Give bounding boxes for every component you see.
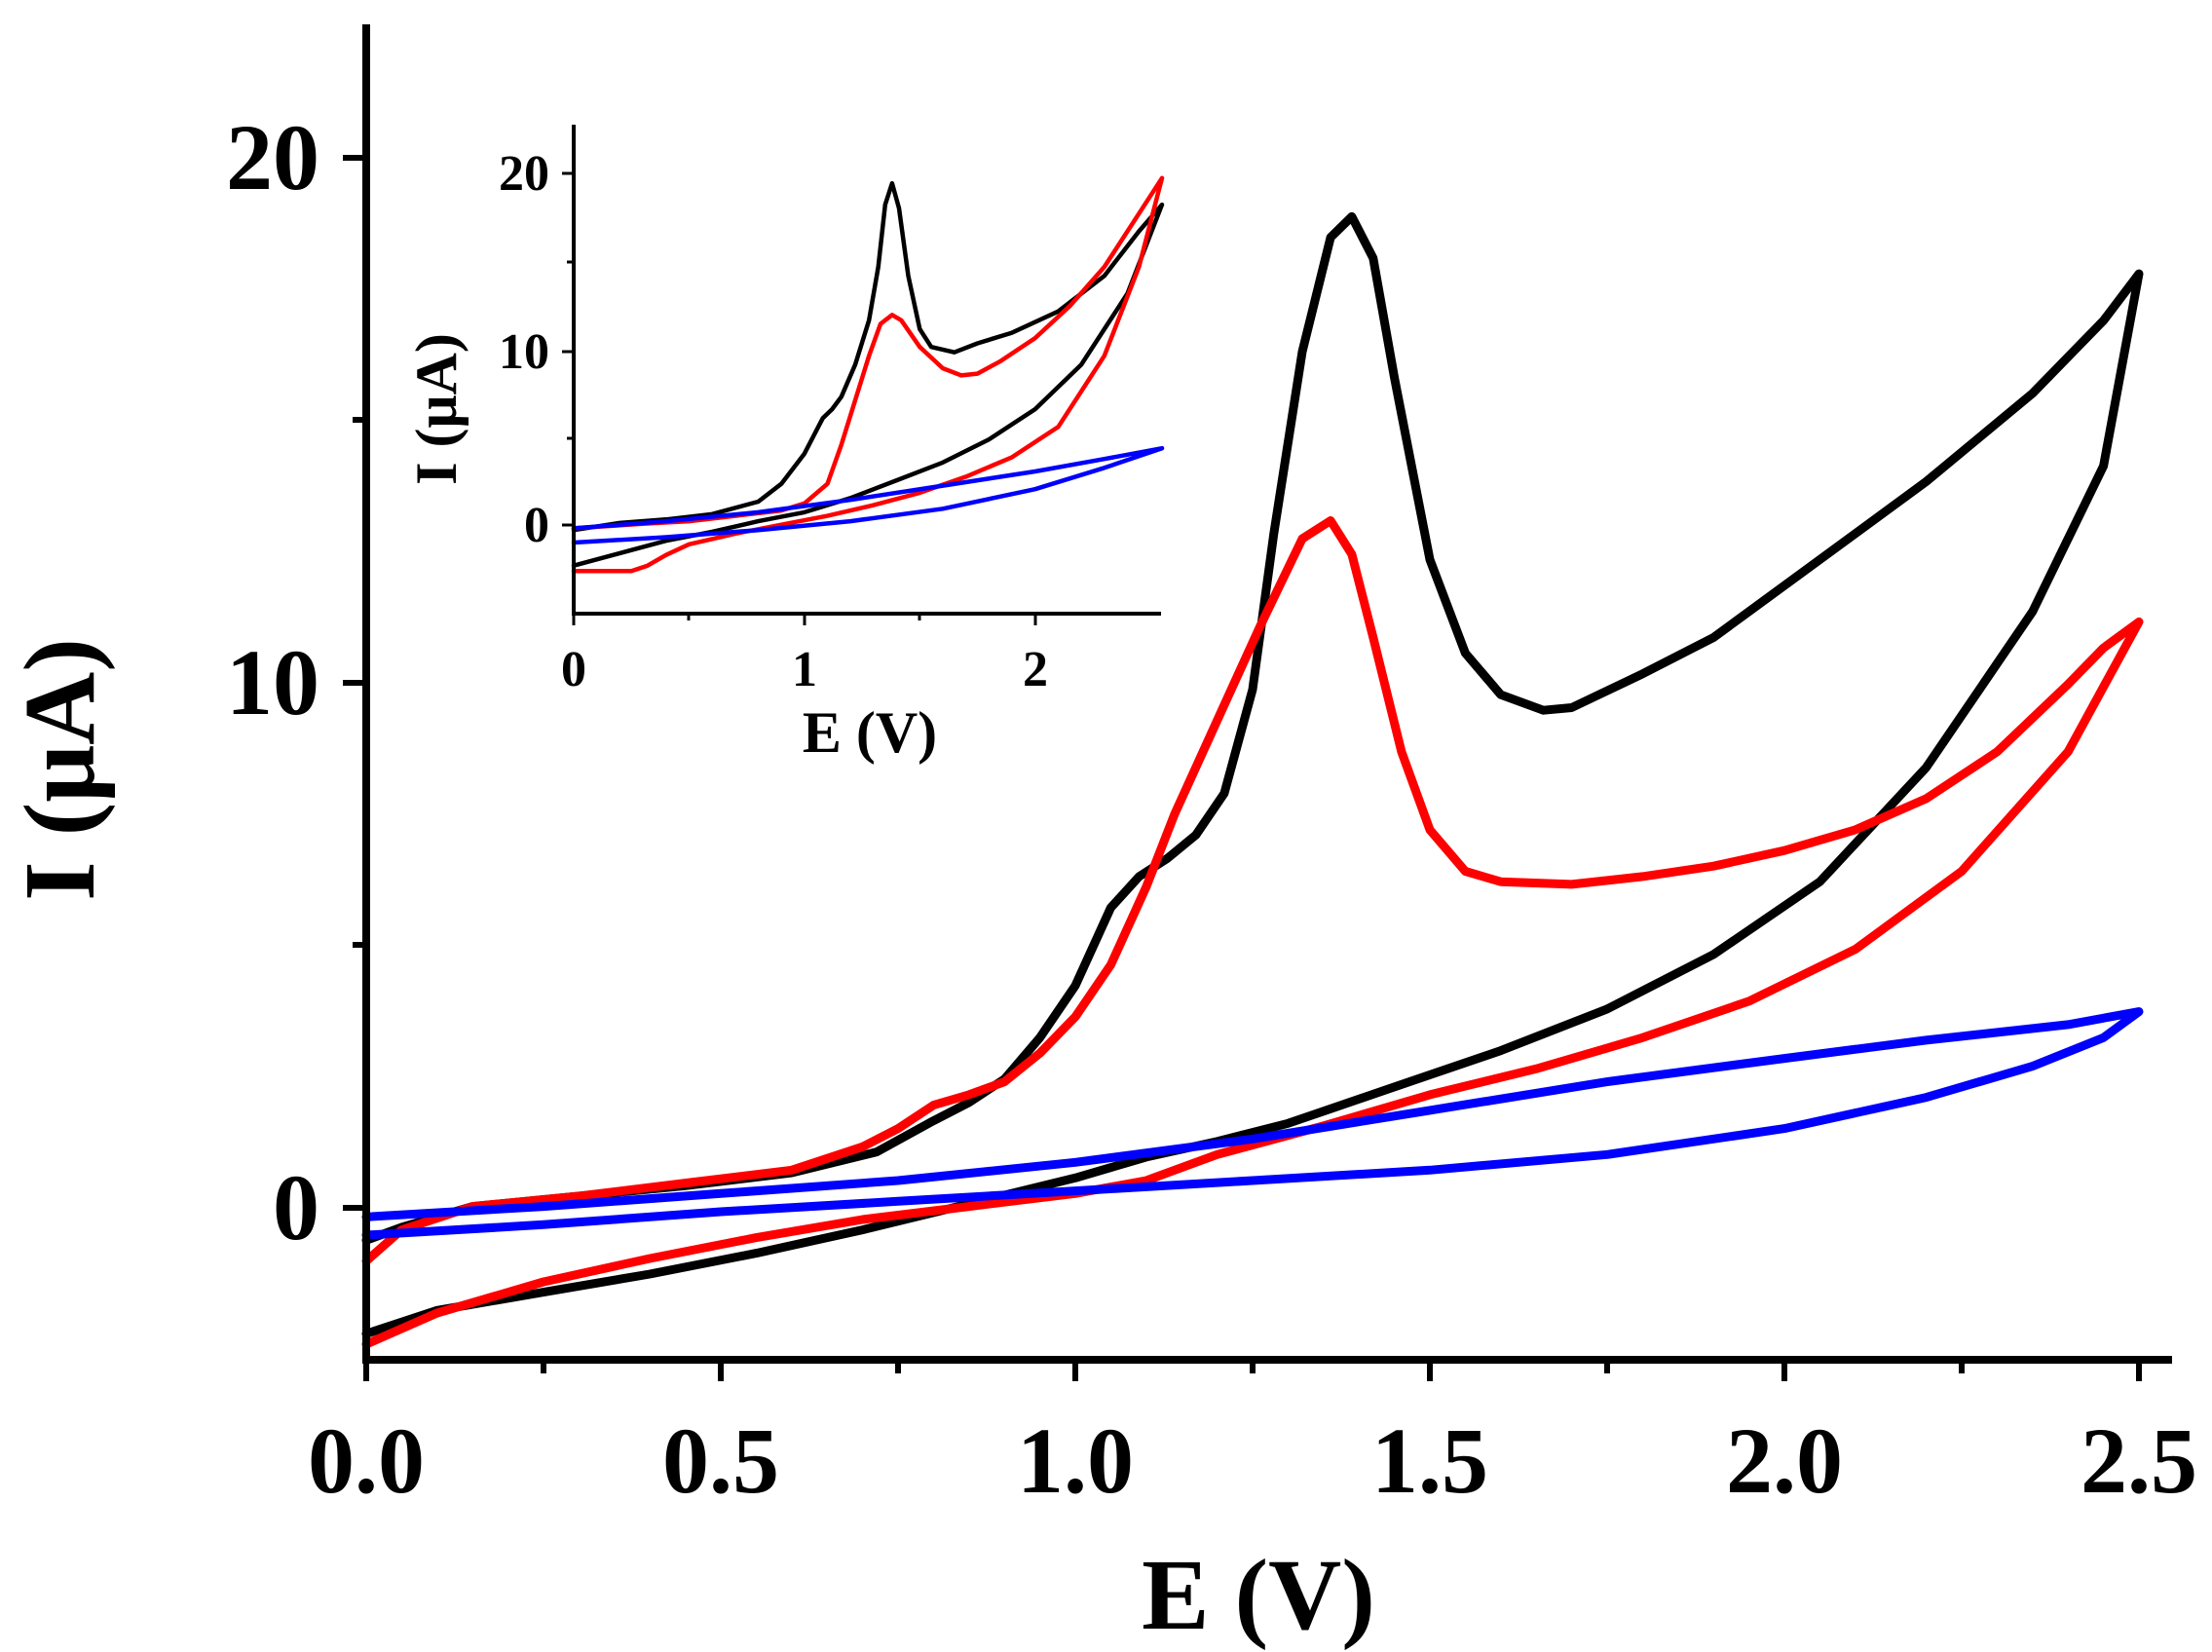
inset-x-axis-title: E (V) — [803, 700, 937, 765]
main-series-blue — [361, 1007, 2144, 1240]
main-x-tick-label: 2.0 — [1726, 1408, 1843, 1513]
inset-series-group — [571, 175, 1165, 574]
inset-y-tick-label: 10 — [499, 324, 549, 380]
main-x-tick-label: 0.5 — [662, 1408, 779, 1513]
main-series-red — [361, 516, 2144, 1349]
main-x-axis-title: E (V) — [1142, 1539, 1375, 1651]
main-x-tick-label: 0.0 — [308, 1408, 425, 1513]
inset-y-tick-label: 0 — [524, 498, 549, 553]
inset-series-black — [571, 180, 1165, 568]
inset-x-tick-label: 0 — [561, 642, 586, 697]
inset-x-tick-label: 2 — [1023, 642, 1048, 697]
main-x-tick-label: 1.5 — [1371, 1408, 1488, 1513]
main-y-axis-title: I (μA) — [4, 638, 116, 901]
inset-y-axis-title: I (μA) — [404, 333, 469, 485]
main-chart: 0.0 0.5 1.0 1.5 2.0 2.5 0 10 20 E (V) I … — [4, 24, 2197, 1651]
main-series-group — [361, 211, 2144, 1349]
inset-chart: 0 1 2 0 10 20 E (V) I (μA) — [404, 125, 1165, 765]
inset-y-tick-label: 20 — [499, 146, 549, 202]
main-y-tick-label: 20 — [226, 105, 319, 209]
inset-series-blue — [571, 445, 1165, 545]
main-y-tick-label: 10 — [226, 630, 319, 734]
main-y-tick-label: 0 — [273, 1155, 319, 1259]
main-series-black — [361, 211, 2144, 1338]
main-x-tick-label: 2.5 — [2081, 1408, 2197, 1513]
inset-x-tick-label: 1 — [792, 642, 817, 697]
main-x-tick-label: 1.0 — [1017, 1408, 1134, 1513]
